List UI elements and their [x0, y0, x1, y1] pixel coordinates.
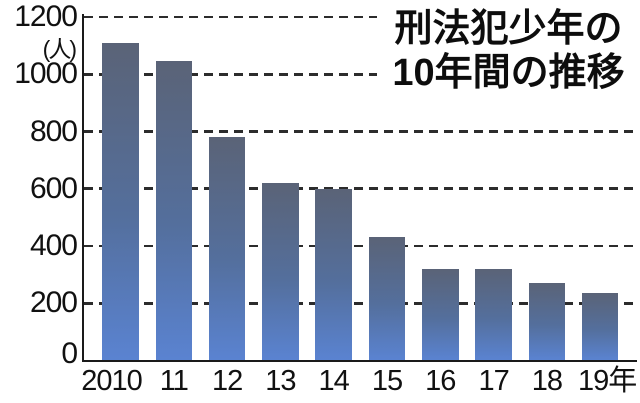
- y-tick-label-0: 0: [61, 336, 78, 370]
- bar-13: [262, 183, 299, 360]
- x-tick-label-15: 15: [371, 365, 403, 397]
- gridline-400: [84, 244, 638, 248]
- gridline-600: [84, 187, 638, 191]
- x-axis-line: [81, 359, 637, 363]
- y-tick-label-1000: 1000: [14, 57, 78, 91]
- x-tick-label-12: 12: [211, 365, 243, 397]
- gridline-1200: [84, 15, 638, 19]
- bar-11: [155, 61, 193, 360]
- x-tick-label-14: 14: [318, 365, 350, 397]
- x-tick-label-13: 13: [265, 365, 296, 397]
- bar-19年: [581, 293, 619, 360]
- x-tick-label-16: 16: [425, 365, 456, 397]
- bar-15: [368, 237, 406, 360]
- y-axis-unit-label: (人): [42, 36, 77, 62]
- x-tick-label-18: 18: [531, 365, 563, 397]
- x-tick-label-17: 17: [478, 365, 509, 397]
- y-tick-label-800: 800: [29, 114, 78, 148]
- bar-2010: [102, 42, 139, 360]
- y-tick-label-1200: 1200: [14, 0, 78, 33]
- x-tick-label-2010: 2010: [81, 365, 143, 397]
- bar-17: [475, 268, 512, 360]
- chart-title: 刑法犯少年の 10年間の推移: [377, 0, 640, 108]
- gridline-200: [84, 301, 638, 305]
- x-tick-label-19年: 19年: [578, 365, 637, 397]
- x-tick-label-11: 11: [159, 365, 189, 397]
- y-tick-label-200: 200: [29, 286, 78, 320]
- chart-title-line1: 刑法犯少年の: [394, 8, 623, 50]
- bar-16: [422, 268, 459, 360]
- y-tick-label-400: 400: [29, 229, 78, 262]
- y-tick-label-600: 600: [29, 171, 78, 205]
- chart-title-line2: 10年間の推移: [392, 52, 625, 94]
- bar-12: [208, 137, 246, 360]
- y-axis-line: [81, 14, 85, 362]
- gridline-800: [84, 130, 638, 133]
- bar-14: [315, 188, 352, 360]
- gridline-1000: [84, 72, 638, 76]
- bar-18: [528, 283, 566, 360]
